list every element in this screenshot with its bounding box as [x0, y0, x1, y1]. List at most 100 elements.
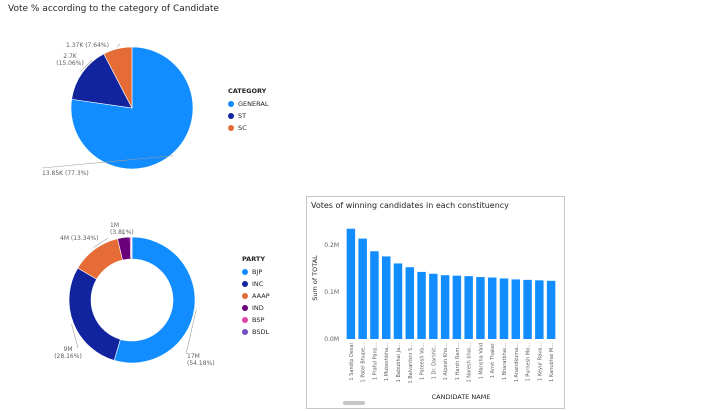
bar[interactable]: [417, 271, 426, 339]
legend-marker: [242, 269, 248, 275]
x-tick-label: 1 Purnesh Mo...: [526, 343, 532, 382]
bar[interactable]: [346, 228, 356, 339]
bar[interactable]: [358, 238, 367, 339]
legend-item-general[interactable]: GENERAL: [228, 100, 268, 108]
legend-marker: [228, 101, 234, 107]
y-tick-label: 0.2M: [324, 242, 339, 249]
slice-bjp[interactable]: [113, 236, 196, 364]
legend-label: BSDL: [252, 328, 270, 336]
slice-data-label: (15.06%): [56, 60, 84, 67]
legend-item-bsp[interactable]: BSP: [242, 316, 270, 324]
leader-line: [71, 323, 79, 349]
x-tick-label: 1 Amit Thaker: [490, 342, 496, 378]
x-tick-label: 1 Dr. Darshit...: [431, 343, 437, 380]
slice-inc[interactable]: [68, 267, 121, 361]
bar-chart-title: Votes of winning candidates in each cons…: [311, 201, 509, 210]
legend-item-ind[interactable]: IND: [242, 304, 270, 312]
slice-data-label: 4M (13.34%): [60, 235, 98, 242]
legend-marker: [242, 329, 248, 335]
legend-marker: [242, 281, 248, 287]
bar[interactable]: [464, 276, 473, 339]
legend-label: INC: [252, 280, 264, 288]
bar[interactable]: [523, 279, 532, 339]
x-tick-label: 1 Kanubhai M...: [549, 343, 555, 382]
slice-sc[interactable]: [103, 46, 133, 109]
slice-data-label: 17M: [187, 353, 200, 360]
x-tick-label: 1 Alpesh Kho...: [443, 343, 449, 381]
horizontal-scrollbar[interactable]: [343, 401, 365, 405]
bar[interactable]: [393, 263, 403, 339]
slice-data-label: (3.81%): [110, 229, 134, 236]
legend-item-aaap[interactable]: AAAP: [242, 292, 270, 300]
legend-marker: [228, 125, 234, 131]
slice-data-label: 1M: [110, 222, 119, 229]
bar[interactable]: [511, 279, 521, 339]
y-tick-label: 0.0M: [324, 336, 339, 343]
x-tick-label: 1 Naresh bhai...: [467, 343, 473, 383]
legend-label: AAAP: [252, 292, 270, 300]
slice-data-label: 1.37K (7.64%): [66, 42, 109, 49]
x-tick-label: 1 Mansha Vaid: [478, 343, 484, 379]
legend-marker: [228, 113, 234, 119]
bar[interactable]: [476, 277, 485, 339]
legend-label: ST: [238, 112, 247, 120]
pie-chart-title: Vote % according to the category of Cand…: [8, 4, 219, 14]
bar-chart-visual: Votes of winning candidates in each cons…: [306, 196, 565, 409]
category-legend: CATEGORY GENERAL ST SC: [228, 87, 268, 136]
leader-line: [80, 59, 93, 72]
y-axis-title: Sum of TOTAL: [311, 255, 319, 301]
bar[interactable]: [452, 275, 462, 339]
bar[interactable]: [429, 273, 438, 339]
legend-marker: [242, 317, 248, 323]
slice-data-label: (54.18%): [187, 360, 215, 367]
x-tick-label: 1 Keyur Rava...: [537, 343, 543, 381]
slice-st[interactable]: [71, 53, 133, 109]
x-tick-label: 1 Patel Bhupe...: [361, 343, 367, 383]
slice-data-label: 13.85K (77.3%): [42, 170, 89, 177]
legend-label: BSP: [252, 316, 265, 324]
bar-chart[interactable]: 0.0M 0.1M 0.2M Sum of TOTAL 1 Sandip Desai 1 …: [307, 197, 564, 408]
legend-label: SC: [238, 124, 247, 132]
legend-item-bjp[interactable]: BJP: [242, 268, 270, 276]
leader-line: [41, 155, 174, 169]
legend-label: IND: [252, 304, 264, 312]
category-pie-chart[interactable]: 13.85K (77.3%) 2.7K(15.06%) 1.37K (7.64%): [30, 30, 250, 210]
legend-item-sc[interactable]: SC: [228, 124, 268, 132]
leader-line: [116, 43, 121, 48]
party-legend-title: PARTY: [242, 255, 266, 263]
x-tick-label: 1 Bharatbhai...: [502, 343, 508, 380]
y-tick-label: 0.1M: [324, 289, 339, 296]
x-tick-label: 1 Pateesh Va...: [420, 343, 426, 380]
x-tick-label: 1 Balvantsin S...: [408, 343, 414, 384]
leader-line: [121, 229, 124, 236]
slice-bsdl[interactable]: [131, 236, 133, 260]
x-tick-label: 1 Harsh Ram...: [455, 343, 461, 380]
legend-marker: [242, 293, 248, 299]
bar[interactable]: [487, 277, 497, 339]
legend-item-inc[interactable]: INC: [242, 280, 270, 288]
legend-item-st[interactable]: ST: [228, 112, 268, 120]
x-tick-label: 1 Praful Pans...: [372, 343, 378, 381]
slice-data-label: 2.7K: [63, 53, 78, 60]
party-donut-chart[interactable]: 17M(54.18%) 9M(28.16%) 4M (13.34%) 1M(3.81%…: [30, 220, 250, 400]
legend-marker: [242, 305, 248, 311]
bar[interactable]: [535, 280, 544, 339]
x-tick-label: 1 Anandkuma...: [514, 343, 520, 383]
x-axis-title: CANDIDATE NAME: [432, 393, 491, 401]
bar[interactable]: [440, 275, 450, 339]
x-tick-label: 1 Sandip Desai: [349, 343, 355, 381]
slice-data-label: (28.16%): [54, 353, 82, 360]
bar[interactable]: [499, 278, 509, 339]
bar[interactable]: [370, 251, 379, 339]
leader-line: [185, 309, 197, 355]
legend-label: GENERAL: [238, 100, 269, 108]
party-legend: PARTY BJP INC AAAP IND BSP BSDL: [242, 255, 270, 340]
leader-line: [93, 237, 109, 248]
bar[interactable]: [546, 280, 556, 339]
legend-item-bsdl[interactable]: BSDL: [242, 328, 270, 336]
bar[interactable]: [405, 267, 415, 339]
slice-data-label: 9M: [64, 346, 73, 353]
bar[interactable]: [381, 256, 391, 339]
x-tick-label: 1 Mukeshbha...: [384, 343, 390, 381]
x-tick-label: 1 Babubhai Ja...: [396, 343, 402, 383]
